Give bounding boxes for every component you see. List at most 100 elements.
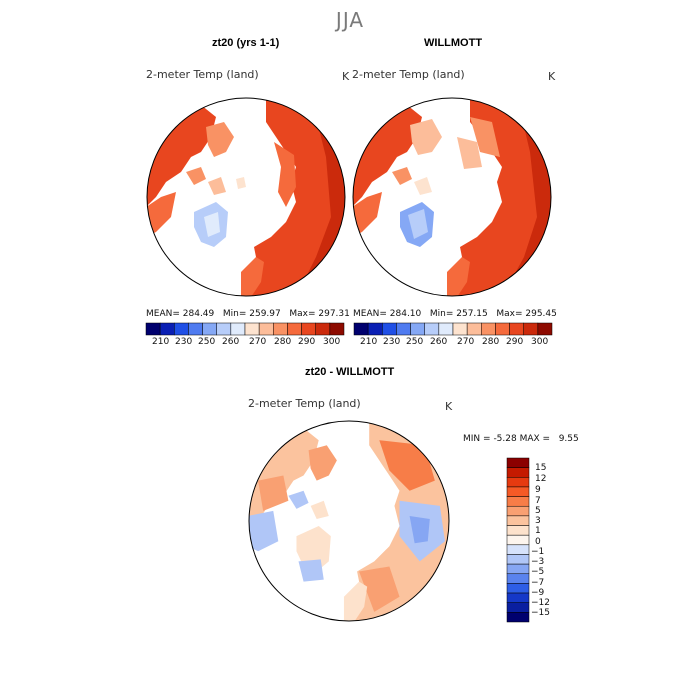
model-min-label: Min= bbox=[222, 309, 247, 319]
obs-colorbar-swatch-8 bbox=[466, 322, 482, 336]
model-colorbar-swatch-8 bbox=[258, 322, 274, 336]
obs-colorbar bbox=[353, 322, 553, 336]
model-colorbar-swatch-7 bbox=[244, 322, 260, 336]
model-mean-label: MEAN= bbox=[146, 309, 180, 319]
obs-colorbar-tick-7: 300 bbox=[531, 337, 549, 347]
obs-colorbar-tick-5: 280 bbox=[482, 337, 500, 347]
model-colorbar-swatch-3 bbox=[188, 322, 203, 336]
season-title: JJA bbox=[335, 8, 365, 32]
obs-colorbar-swatch-13 bbox=[537, 322, 553, 336]
obs-min-value: 257.15 bbox=[456, 309, 488, 319]
diff-colorbar-tick-12: −9 bbox=[531, 588, 545, 598]
model-colorbar-tick-0: 210 bbox=[152, 337, 170, 347]
diff-colorbar-tick-7: 0 bbox=[535, 537, 541, 547]
diff-max-label: MAX = bbox=[519, 434, 551, 444]
obs-colorbar-swatch-4 bbox=[410, 322, 425, 336]
diff-colorbar-swatch-10 bbox=[506, 554, 530, 565]
obs-colorbar-tick-2: 250 bbox=[406, 337, 424, 347]
diff-colorbar-swatch-5 bbox=[506, 505, 530, 517]
diff-colorbar-swatch-11 bbox=[506, 563, 530, 575]
obs-colorbar-swatch-3 bbox=[396, 322, 411, 336]
obs-colorbar-swatch-9 bbox=[481, 322, 496, 336]
diff-colorbar-tick-13: −12 bbox=[531, 598, 550, 608]
obs-colorbar-swatch-2 bbox=[382, 322, 397, 336]
diff-colorbar-swatch-12 bbox=[506, 573, 530, 584]
diff-colorbar-swatch-1 bbox=[506, 467, 530, 478]
obs-mean-label: MEAN= bbox=[353, 309, 387, 319]
obs-colorbar-tick-6: 290 bbox=[506, 337, 524, 347]
model-units-label: K bbox=[342, 70, 350, 83]
diff-colorbar bbox=[506, 457, 530, 623]
model-panel-title: zt20 (yrs 1-1) bbox=[212, 37, 280, 49]
model-variable-label: 2-meter Temp (land) bbox=[146, 68, 259, 81]
obs-colorbar-swatch-12 bbox=[523, 322, 539, 336]
model-colorbar-swatch-9 bbox=[273, 322, 288, 336]
model-colorbar-swatch-13 bbox=[329, 322, 345, 336]
diff-colorbar-swatch-6 bbox=[506, 515, 530, 526]
model-colorbar-swatch-2 bbox=[174, 322, 189, 336]
model-colorbar-tick-5: 280 bbox=[274, 337, 292, 347]
obs-min-label: Min= bbox=[429, 309, 454, 319]
diff-units-label: K bbox=[445, 400, 453, 413]
diff-colorbar-tick-0: 15 bbox=[535, 463, 547, 473]
obs-colorbar-swatch-6 bbox=[438, 322, 454, 336]
obs-colorbar-tick-0: 210 bbox=[360, 337, 378, 347]
diff-colorbar-swatch-7 bbox=[506, 525, 530, 536]
diff-colorbar-swatch-3 bbox=[506, 486, 530, 497]
model-mean-value: 284.49 bbox=[182, 309, 215, 319]
diff-colorbar-swatch-0 bbox=[506, 457, 530, 468]
obs-panel-title: WILLMOTT bbox=[424, 37, 483, 49]
model-colorbar-swatch-11 bbox=[301, 322, 316, 336]
diff-variable-label: 2-meter Temp (land) bbox=[248, 397, 361, 410]
diff-polar-map bbox=[248, 420, 450, 622]
diff-colorbar-tick-10: −5 bbox=[531, 567, 545, 577]
diff-colorbar-tick-11: −7 bbox=[531, 578, 545, 588]
diff-colorbar-tick-9: −3 bbox=[531, 557, 545, 567]
obs-units-label: K bbox=[548, 70, 556, 83]
diff-colorbar-swatch-14 bbox=[506, 592, 530, 603]
model-colorbar-swatch-1 bbox=[159, 322, 175, 336]
model-colorbar-tick-2: 250 bbox=[198, 337, 216, 347]
diff-colorbar-swatch-13 bbox=[506, 583, 530, 594]
diff-colorbar-tick-14: −15 bbox=[531, 608, 550, 618]
model-colorbar-tick-1: 230 bbox=[175, 337, 193, 347]
model-colorbar-tick-3: 260 bbox=[222, 337, 240, 347]
model-colorbar-swatch-6 bbox=[230, 322, 246, 336]
obs-colorbar-swatch-0 bbox=[353, 322, 369, 336]
diff-colorbar-swatch-9 bbox=[506, 544, 530, 555]
diff-colorbar-swatch-2 bbox=[506, 477, 530, 488]
diff-colorbar-swatch-4 bbox=[506, 496, 530, 507]
obs-colorbar-swatch-5 bbox=[424, 322, 440, 336]
obs-mean-value: 284.10 bbox=[389, 309, 422, 319]
diff-colorbar-tick-5: 3 bbox=[535, 516, 541, 526]
diff-colorbar-swatch-8 bbox=[506, 534, 530, 546]
obs-colorbar-tick-4: 270 bbox=[457, 337, 475, 347]
diff-colorbar-tick-1: 12 bbox=[535, 474, 547, 484]
obs-max-value: 295.45 bbox=[525, 309, 557, 319]
model-stats: MEAN= 284.49 Min= 259.97 Max= 297.31 bbox=[146, 309, 350, 319]
diff-colorbar-swatch-16 bbox=[506, 612, 530, 623]
obs-stats: MEAN= 284.10 Min= 257.15 Max= 295.45 bbox=[353, 309, 557, 319]
obs-colorbar-tick-3: 260 bbox=[430, 337, 448, 347]
diff-colorbar-tick-6: 1 bbox=[535, 526, 541, 536]
obs-colorbar-swatch-7 bbox=[452, 322, 468, 336]
obs-colorbar-swatch-10 bbox=[495, 322, 510, 336]
model-min-value: 259.97 bbox=[249, 309, 281, 319]
model-colorbar-swatch-4 bbox=[202, 322, 217, 336]
model-colorbar-tick-6: 290 bbox=[298, 337, 316, 347]
model-colorbar-swatch-5 bbox=[216, 322, 232, 336]
diff-colorbar-tick-8: −1 bbox=[531, 547, 545, 557]
diff-colorbar-tick-4: 5 bbox=[535, 506, 541, 516]
model-max-value: 297.31 bbox=[318, 309, 350, 319]
model-polar-map bbox=[146, 97, 346, 297]
obs-polar-map bbox=[352, 97, 552, 297]
diff-max-value: 9.55 bbox=[558, 434, 579, 444]
model-colorbar-swatch-10 bbox=[287, 322, 302, 336]
diff-stats: MIN = -5.28 MAX = 9.55 bbox=[463, 434, 579, 444]
model-colorbar-tick-7: 300 bbox=[323, 337, 341, 347]
obs-colorbar-tick-1: 230 bbox=[383, 337, 401, 347]
diff-min-label: MIN = bbox=[463, 434, 491, 444]
model-colorbar bbox=[145, 322, 345, 336]
diff-colorbar-tick-2: 9 bbox=[535, 485, 541, 495]
obs-colorbar-swatch-11 bbox=[509, 322, 524, 336]
